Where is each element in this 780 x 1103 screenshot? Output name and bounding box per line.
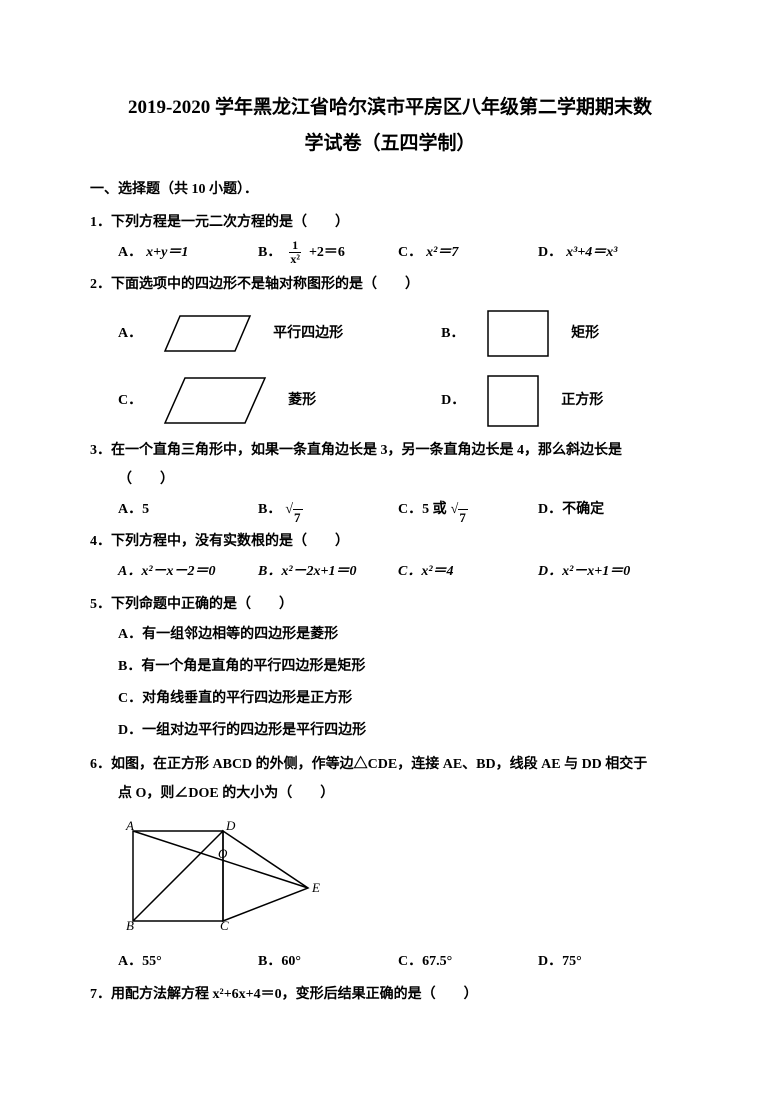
square-icon — [483, 373, 543, 428]
q3-option-a: A．5 — [118, 495, 258, 526]
q3-b-label: B． — [258, 495, 281, 526]
label-O: O — [218, 846, 228, 861]
q1-option-d: D． x³+4＝x³ — [538, 238, 678, 269]
question-5: 5．下列命题中正确的是（ ） A．有一组邻边相等的四边形是菱形 B．有一个角是直… — [90, 590, 690, 748]
q2-row-1: A． 平行四边形 B． 矩形 — [90, 300, 690, 367]
q2-option-c: C． 菱形 — [90, 373, 368, 428]
q3-c-label: C．5 或 — [398, 495, 447, 526]
label-B: B — [126, 918, 134, 931]
q6-option-b: B．60° — [258, 947, 398, 978]
q1-options: A． x+y＝1 B． 1 x² +2＝6 C． x²＝7 D． x³+4＝x³ — [90, 238, 690, 269]
q4-option-b: B．x²－2x+1＝0 — [258, 557, 398, 588]
question-7: 7．用配方法解方程 x²+6x+4＝0，变形后结果正确的是（ ） — [90, 980, 690, 1009]
rectangle-icon — [483, 306, 553, 361]
q1-d-label: D． — [538, 238, 562, 269]
q4-option-a: A．x²－x－2＝0 — [118, 557, 258, 588]
q1-b-suffix: +2＝6 — [309, 238, 345, 269]
q3-d-text: D．不确定 — [538, 495, 604, 526]
question-6: 6．如图，在正方形 ABCD 的外侧，作等边△CDE，连接 AE、BD，线段 A… — [90, 750, 690, 978]
q5-options: A．有一组邻边相等的四边形是菱形 B．有一个角是直角的平行四边形是矩形 C．对角… — [90, 619, 690, 748]
q2-row-2: C． 菱形 D． 正方形 — [90, 367, 690, 434]
q1-stem: 1．下列方程是一元二次方程的是（ ） — [90, 208, 690, 237]
q5-stem: 5．下列命题中正确的是（ ） — [90, 590, 690, 619]
q6-option-c: C．67.5° — [398, 947, 538, 978]
q4-stem: 4．下列方程中，没有实数根的是（ ） — [90, 527, 690, 556]
q1-b-label: B． — [258, 238, 281, 269]
label-C: C — [220, 918, 229, 931]
label-E: E — [311, 880, 320, 895]
question-3: 3．在一个直角三角形中，如果一条直角边长是 3，另一条直角边长是 4，那么斜边长… — [90, 436, 690, 526]
q3-option-c: C．5 或 √7 — [398, 495, 538, 526]
q6-option-d: D．75° — [538, 947, 678, 978]
q2-a-name: 平行四边形 — [273, 319, 353, 348]
sqrt-icon: √7 — [451, 495, 468, 526]
q3-option-d: D．不确定 — [538, 495, 678, 526]
q3-c-sqrt: 7 — [458, 509, 468, 526]
q3-options: A．5 B． √7 C．5 或 √7 D．不确定 — [90, 495, 690, 526]
q6-stem-1: 6．如图，在正方形 ABCD 的外侧，作等边△CDE，连接 AE、BD，线段 A… — [90, 750, 690, 779]
q3-stem-1: 3．在一个直角三角形中，如果一条直角边长是 3，另一条直角边长是 4，那么斜边长… — [90, 436, 690, 465]
q5-option-a: A．有一组邻边相等的四边形是菱形 — [118, 619, 690, 651]
q4-option-c: C．x²＝4 — [398, 557, 538, 588]
question-4: 4．下列方程中，没有实数根的是（ ） A．x²－x－2＝0 B．x²－2x+1＝… — [90, 527, 690, 587]
frac-num: 1 — [289, 239, 301, 253]
q2-c-label: C． — [118, 386, 142, 415]
label-A: A — [125, 818, 134, 833]
q2-option-d: D． 正方形 — [413, 373, 641, 428]
q3-stem-2: （ ） — [90, 465, 690, 494]
exam-page: 2019-2020 学年黑龙江省哈尔滨市平房区八年级第二学期期末数 学试卷（五四… — [0, 0, 780, 1051]
q7-stem: 7．用配方法解方程 x²+6x+4＝0，变形后结果正确的是（ ） — [90, 980, 690, 1009]
q5-option-c: C．对角线垂直的平行四边形是正方形 — [118, 683, 690, 715]
q3-b-sqrt: 7 — [293, 509, 303, 526]
q1-option-c: C． x²＝7 — [398, 238, 538, 269]
q2-d-name: 正方形 — [561, 386, 641, 415]
q2-stem: 2．下面选项中的四边形不是轴对称图形的是（ ） — [90, 270, 690, 299]
q1-c-expr: x²＝7 — [426, 238, 458, 269]
q2-b-name: 矩形 — [571, 319, 651, 348]
parallelogram-icon — [160, 311, 255, 356]
q1-a-label: A． — [118, 238, 142, 269]
title-line-2: 学试卷（五四学制） — [90, 126, 690, 162]
q2-c-name: 菱形 — [288, 386, 368, 415]
q6-options: A．55° B．60° C．67.5° D．75° — [90, 947, 690, 978]
q5-option-d: D．一组对边平行的四边形是平行四边形 — [118, 715, 690, 747]
q3-option-b: B． √7 — [258, 495, 398, 526]
q3-a-text: A．5 — [118, 495, 149, 526]
q2-d-label: D． — [441, 386, 465, 415]
section-1-heading: 一、选择题（共 10 小题）． — [90, 178, 690, 198]
q1-c-label: C． — [398, 238, 422, 269]
q1-option-b: B． 1 x² +2＝6 — [258, 238, 398, 269]
title-line-1: 2019-2020 学年黑龙江省哈尔滨市平房区八年级第二学期期末数 — [90, 90, 690, 126]
q6-stem-2: 点 O，则∠DOE 的大小为（ ） — [90, 779, 690, 808]
q4-option-d: D．x²－x+1＝0 — [538, 557, 678, 588]
fraction-icon: 1 x² — [287, 239, 303, 266]
q2-a-label: A． — [118, 319, 142, 348]
q2-option-a: A． 平行四边形 — [90, 306, 353, 361]
q5-option-b: B．有一个角是直角的平行四边形是矩形 — [118, 651, 690, 683]
q2-option-b: B． 矩形 — [413, 306, 651, 361]
frac-den: x² — [287, 253, 303, 266]
rhombus-icon — [160, 373, 270, 428]
question-1: 1．下列方程是一元二次方程的是（ ） A． x+y＝1 B． 1 x² +2＝6… — [90, 208, 690, 268]
q1-option-a: A． x+y＝1 — [118, 238, 258, 269]
q6-figure: A D B C E O — [90, 816, 690, 942]
sqrt-icon: √7 — [285, 495, 302, 526]
geometry-figure-icon: A D B C E O — [118, 816, 328, 931]
q4-options: A．x²－x－2＝0 B．x²－2x+1＝0 C．x²＝4 D．x²－x+1＝0 — [90, 557, 690, 588]
q2-b-label: B． — [441, 319, 465, 348]
q1-a-expr: x+y＝1 — [146, 238, 188, 269]
question-2: 2．下面选项中的四边形不是轴对称图形的是（ ） A． 平行四边形 B． 矩形 C… — [90, 270, 690, 433]
q1-d-expr: x³+4＝x³ — [566, 238, 617, 269]
label-D: D — [225, 818, 236, 833]
q6-option-a: A．55° — [118, 947, 258, 978]
